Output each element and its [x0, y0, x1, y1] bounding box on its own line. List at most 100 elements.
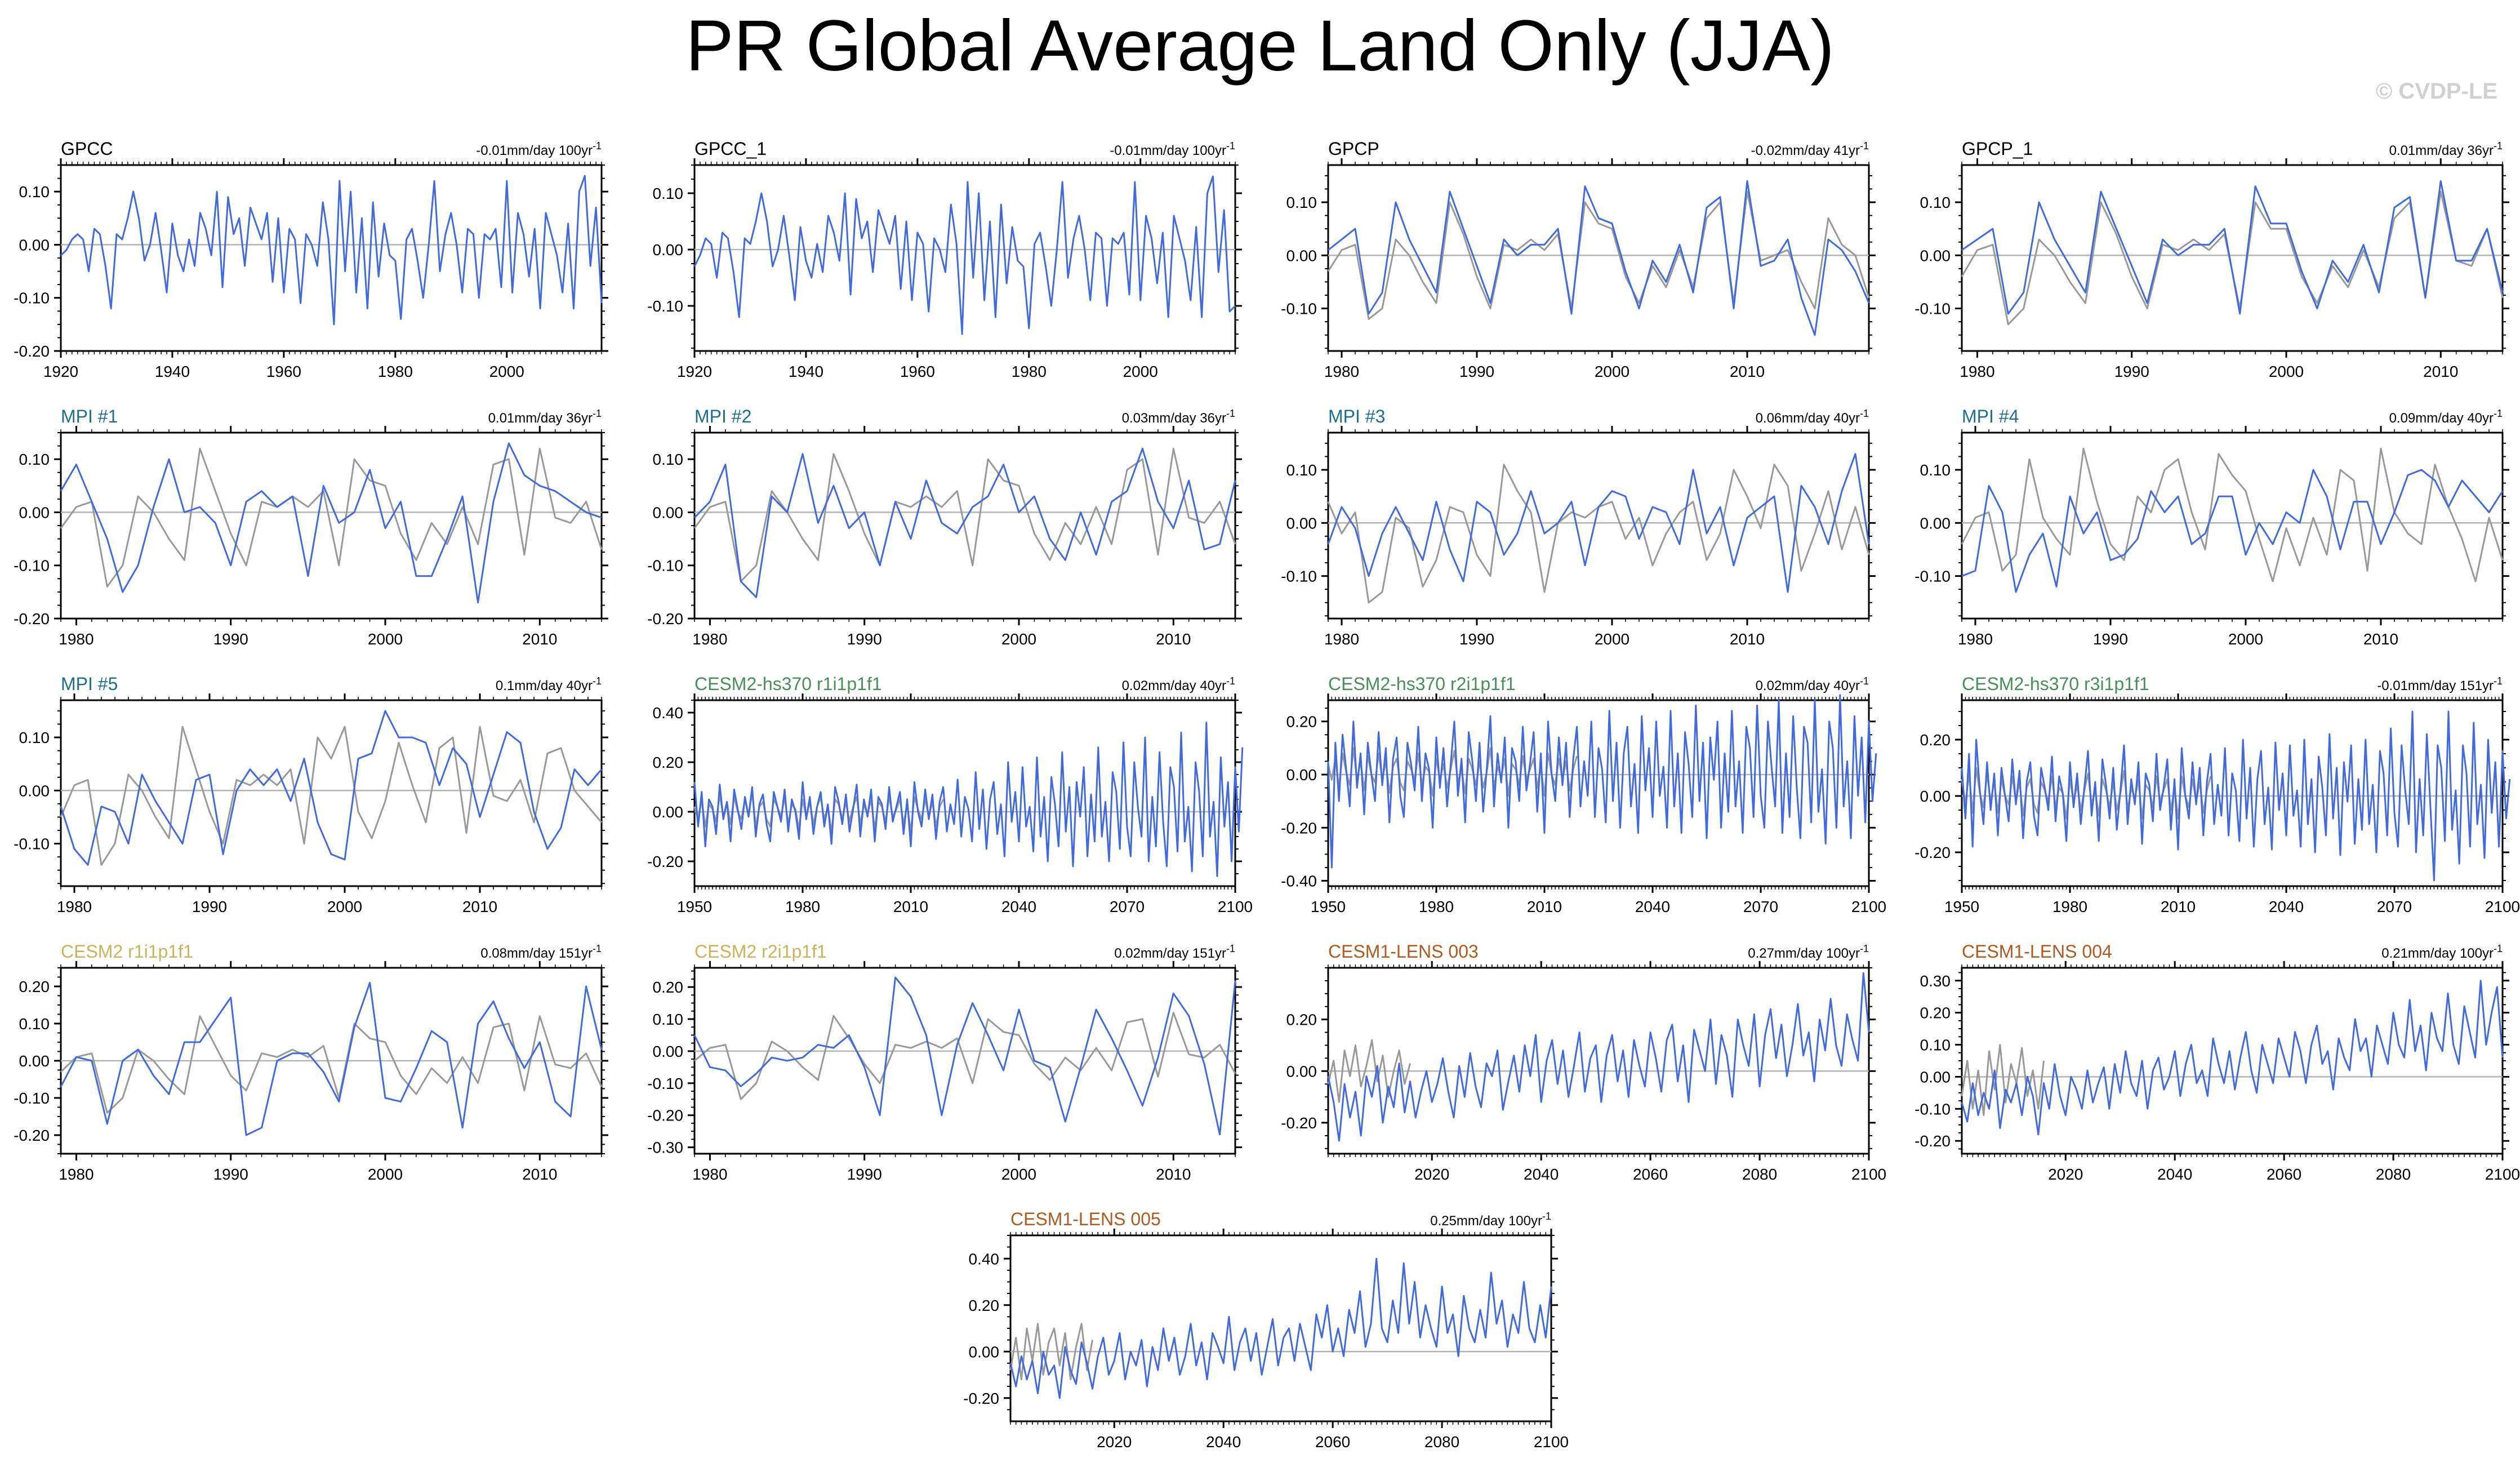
trend-label: 0.02mm/day 151yr-1 — [1114, 943, 1235, 961]
y-tick-label: 0.20 — [653, 754, 684, 771]
trend-label: 0.1mm/day 40yr-1 — [496, 675, 602, 693]
page-title: PR Global Average Land Only (JJA) — [685, 6, 1835, 86]
y-tick-label: 0.20 — [653, 979, 684, 996]
x-tick-label: 1990 — [213, 630, 248, 648]
y-tick-label: 0.00 — [653, 803, 684, 821]
x-tick-label: 1980 — [1324, 630, 1359, 648]
x-tick-label: 2000 — [1595, 630, 1629, 648]
trend-label: -0.02mm/day 41yr-1 — [1751, 140, 1869, 158]
y-tick-label: -0.10 — [1915, 300, 1951, 318]
chart-panel: -0.20 -0.10 0.00 0.10 1980 1990 2000 2010 MPI #2… — [647, 406, 1242, 648]
y-tick-label: -0.10 — [1281, 568, 1317, 585]
x-tick-label: 1990 — [2114, 363, 2149, 380]
trend-value: -0.01mm/day 100yr — [1110, 143, 1226, 158]
panel-name: GPCC_1 — [694, 139, 767, 159]
panel-name: CESM2-hs370 r1i1p1f1 — [694, 674, 882, 694]
y-tick-label: -0.20 — [1915, 844, 1951, 861]
trend-label: 0.25mm/day 100yr-1 — [1430, 1211, 1551, 1229]
model-series-line — [1961, 469, 2504, 593]
x-tick-label: 2100 — [1851, 1166, 1886, 1183]
x-tick-label: 2070 — [1743, 898, 1778, 915]
panel-name: GPCP — [1328, 139, 1379, 159]
y-tick-label: -0.10 — [14, 835, 50, 853]
panel-name: GPCP_1 — [1962, 139, 2033, 159]
y-tick-label: 0.20 — [1920, 731, 1951, 749]
model-series-line — [60, 175, 603, 326]
x-tick-label: 2070 — [1110, 898, 1145, 915]
credit-label: © CVDP-LE — [2375, 79, 2497, 104]
trend-value: 0.25mm/day 100yr — [1430, 1213, 1542, 1229]
x-tick-label: 2100 — [1851, 898, 1886, 915]
x-tick-label: 1980 — [59, 1166, 94, 1183]
model-series-line — [1961, 980, 2504, 1136]
obs-series-line — [693, 447, 1236, 582]
x-tick-label: 1980 — [785, 898, 820, 915]
panel-name: CESM2-hs370 r3i1p1f1 — [1962, 674, 2149, 694]
x-tick-label: 2070 — [2377, 898, 2412, 915]
chart-panel: -0.20 0.00 0.20 1950 1980 2010 2040 2070 2100 CES… — [1915, 674, 2520, 915]
y-tick-label: 0.00 — [653, 504, 684, 521]
trend-label: 0.02mm/day 40yr-1 — [1122, 675, 1235, 693]
model-series-line — [1327, 972, 1870, 1142]
trend-exponent: -1 — [2494, 408, 2503, 419]
y-tick-label: 0.00 — [969, 1343, 1000, 1360]
trend-label: -0.01mm/day 100yr-1 — [1110, 140, 1235, 158]
trend-value: 0.08mm/day 151yr — [480, 946, 593, 961]
y-tick-label: -0.20 — [1281, 819, 1317, 837]
x-tick-label: 1980 — [1324, 363, 1359, 380]
x-tick-label: 2080 — [1742, 1166, 1777, 1183]
trend-exponent: -1 — [593, 408, 602, 419]
y-tick-label: -0.20 — [647, 853, 683, 870]
y-tick-label: 0.10 — [19, 729, 50, 746]
x-tick-label: 2010 — [2363, 630, 2398, 648]
panel-name: CESM1-LENS 005 — [1010, 1209, 1161, 1229]
trend-label: 0.03mm/day 36yr-1 — [1122, 408, 1235, 426]
y-tick-label: 0.20 — [1920, 1004, 1951, 1022]
trend-value: 0.02mm/day 40yr — [1122, 678, 1226, 693]
x-tick-label: 2010 — [1730, 630, 1765, 648]
chart-panel: -0.30 -0.20 -0.10 0.00 0.10 0.20 1980 1990 2000 2… — [647, 941, 1242, 1183]
trend-exponent: -1 — [593, 675, 602, 687]
x-tick-label: 2000 — [368, 630, 403, 648]
chart-panel: -0.20 0.00 0.20 2020 2040 2060 2080 2100 CESM1-L… — [1281, 941, 1886, 1183]
x-tick-label: 2000 — [1001, 630, 1036, 648]
trend-label: 0.01mm/day 36yr-1 — [488, 408, 602, 426]
y-tick-label: -0.10 — [647, 1075, 683, 1092]
y-tick-label: 0.10 — [1286, 461, 1317, 479]
x-tick-label: 2080 — [2376, 1166, 2411, 1183]
y-tick-label: 0.00 — [1286, 1062, 1317, 1080]
x-tick-label: 2100 — [1534, 1433, 1569, 1451]
plot-frame — [1327, 967, 1870, 1155]
x-tick-label: 2010 — [522, 630, 557, 648]
x-tick-label: 1990 — [847, 630, 882, 648]
trend-exponent: -1 — [1226, 675, 1235, 687]
y-tick-label: 0.10 — [19, 1015, 50, 1033]
trend-value: 0.03mm/day 36yr — [1122, 411, 1226, 426]
x-tick-label: 2000 — [2228, 630, 2263, 648]
chart-panel: -0.10 0.00 0.10 1980 1990 2000 2010 GPCP_1 0.01m… — [1915, 139, 2509, 380]
x-tick-label: 1960 — [266, 363, 301, 380]
panel-name: MPI #4 — [1962, 406, 2019, 426]
y-tick-label: 0.00 — [1286, 514, 1317, 532]
obs-series-line — [60, 1015, 603, 1114]
x-tick-label: 1980 — [692, 1166, 727, 1183]
x-tick-label: 2060 — [1315, 1433, 1350, 1451]
panel-name: MPI #2 — [694, 406, 751, 426]
x-tick-label: 1980 — [1012, 363, 1047, 380]
obs-series-line — [60, 726, 603, 866]
x-tick-label: 1950 — [677, 898, 712, 915]
plot-frame — [693, 164, 1236, 352]
trend-exponent: -1 — [1226, 408, 1235, 419]
x-tick-label: 2000 — [1595, 363, 1629, 380]
panel-name: MPI #1 — [61, 406, 118, 426]
y-tick-label: -0.20 — [647, 1107, 683, 1124]
x-tick-label: 2020 — [1414, 1166, 1449, 1183]
plot-frame — [1961, 164, 2504, 352]
y-tick-label: -0.20 — [1915, 1132, 1951, 1150]
chart-panel: -0.20 0.00 0.20 0.40 2020 2040 2060 2080 2100 CES… — [963, 1209, 1569, 1451]
model-series-line — [60, 981, 603, 1136]
x-tick-label: 2060 — [2267, 1166, 2301, 1183]
trend-value: 0.02mm/day 151yr — [1114, 946, 1226, 961]
